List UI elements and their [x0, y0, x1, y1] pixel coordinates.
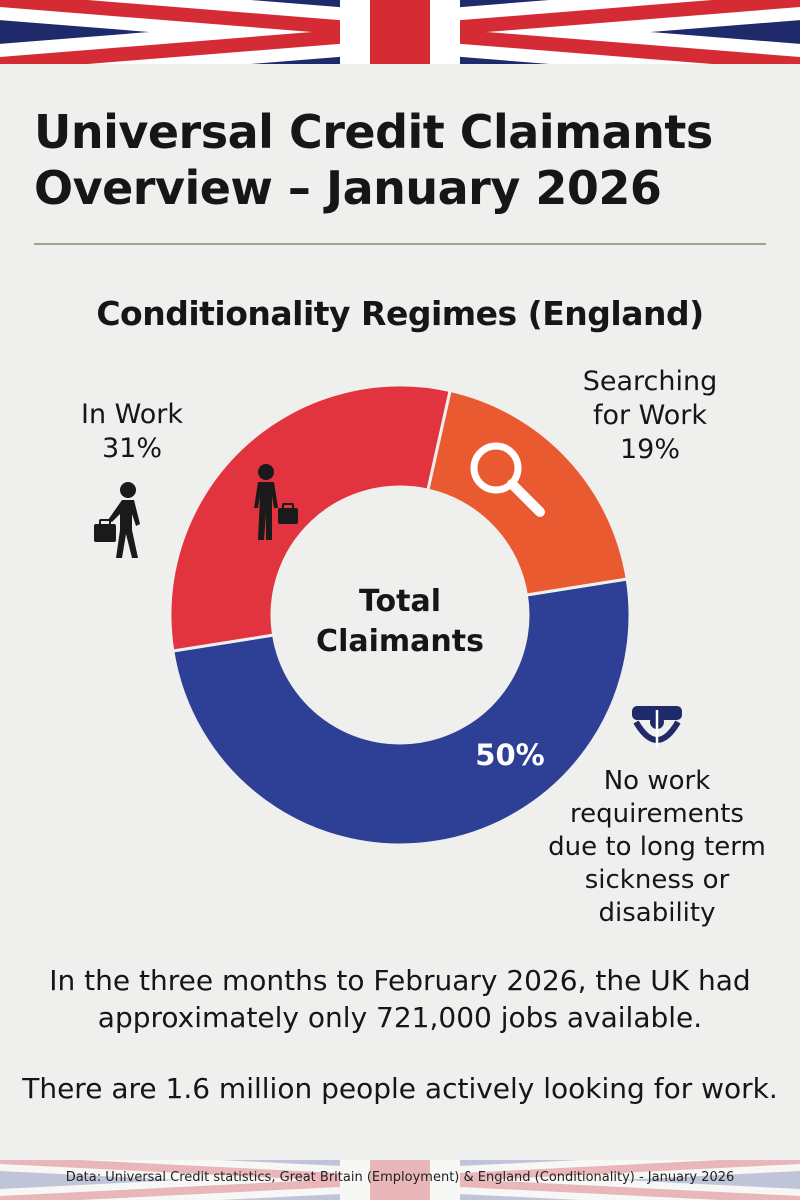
title-line-1: Universal Credit Claimants — [34, 105, 713, 159]
person-with-briefcase-icon — [254, 464, 298, 540]
slice-label-no-work-line-2: requirements — [570, 799, 744, 829]
slice-label-searching-line-1: Searching — [582, 366, 718, 397]
slice-label-searching-value: 19% — [619, 434, 680, 465]
person-with-briefcase-icon — [94, 482, 140, 558]
slice-label-in-work-name: In Work — [80, 399, 184, 430]
donut-slice-0 — [171, 577, 632, 847]
chart-title: Conditionality Regimes (England) — [96, 294, 704, 333]
jobs-available-note: In the three months to February 2026, th… — [20, 962, 780, 1036]
donut-center-label: Total Claimants — [300, 582, 500, 662]
slice-label-no-work-line-3: due to long term — [548, 832, 766, 862]
slice-label-in-work-value: 31% — [101, 433, 162, 464]
data-source-footnote: Data: Universal Credit statistics, Great… — [65, 1170, 735, 1185]
union-flag-banner — [0, 0, 800, 64]
donut-slice-1 — [168, 383, 452, 653]
magnifying-glass-icon — [470, 442, 545, 517]
slice-value-no-work: 50% — [475, 738, 545, 772]
wheelchair-icon — [632, 706, 682, 748]
slice-label-no-work-line-1: No work — [603, 766, 711, 796]
job-seekers-note: There are 1.6 million people actively lo… — [22, 1072, 778, 1105]
page-title: Universal Credit Claimants Overview – Ja… — [34, 104, 774, 216]
union-flag-footer — [0, 1160, 800, 1200]
slice-label-no-work-line-4: sickness or — [584, 865, 730, 895]
center-label-line-2: Claimants — [316, 624, 484, 659]
jobs-note-line-2: approximately only 721,000 jobs availabl… — [97, 1001, 703, 1034]
center-label-line-1: Total — [359, 584, 441, 619]
slice-label-searching-line-2: for Work — [592, 400, 708, 431]
slice-label-in-work: In Work 31% — [62, 398, 202, 466]
slice-label-searching: Searching for Work 19% — [560, 365, 740, 467]
title-line-2: Overview – January 2026 — [34, 161, 662, 215]
slice-label-no-work-line-5: disability — [598, 898, 716, 928]
jobs-note-line-1: In the three months to February 2026, th… — [49, 964, 751, 997]
title-divider — [34, 243, 766, 245]
slice-label-no-work: No work requirements due to long term si… — [532, 765, 782, 930]
